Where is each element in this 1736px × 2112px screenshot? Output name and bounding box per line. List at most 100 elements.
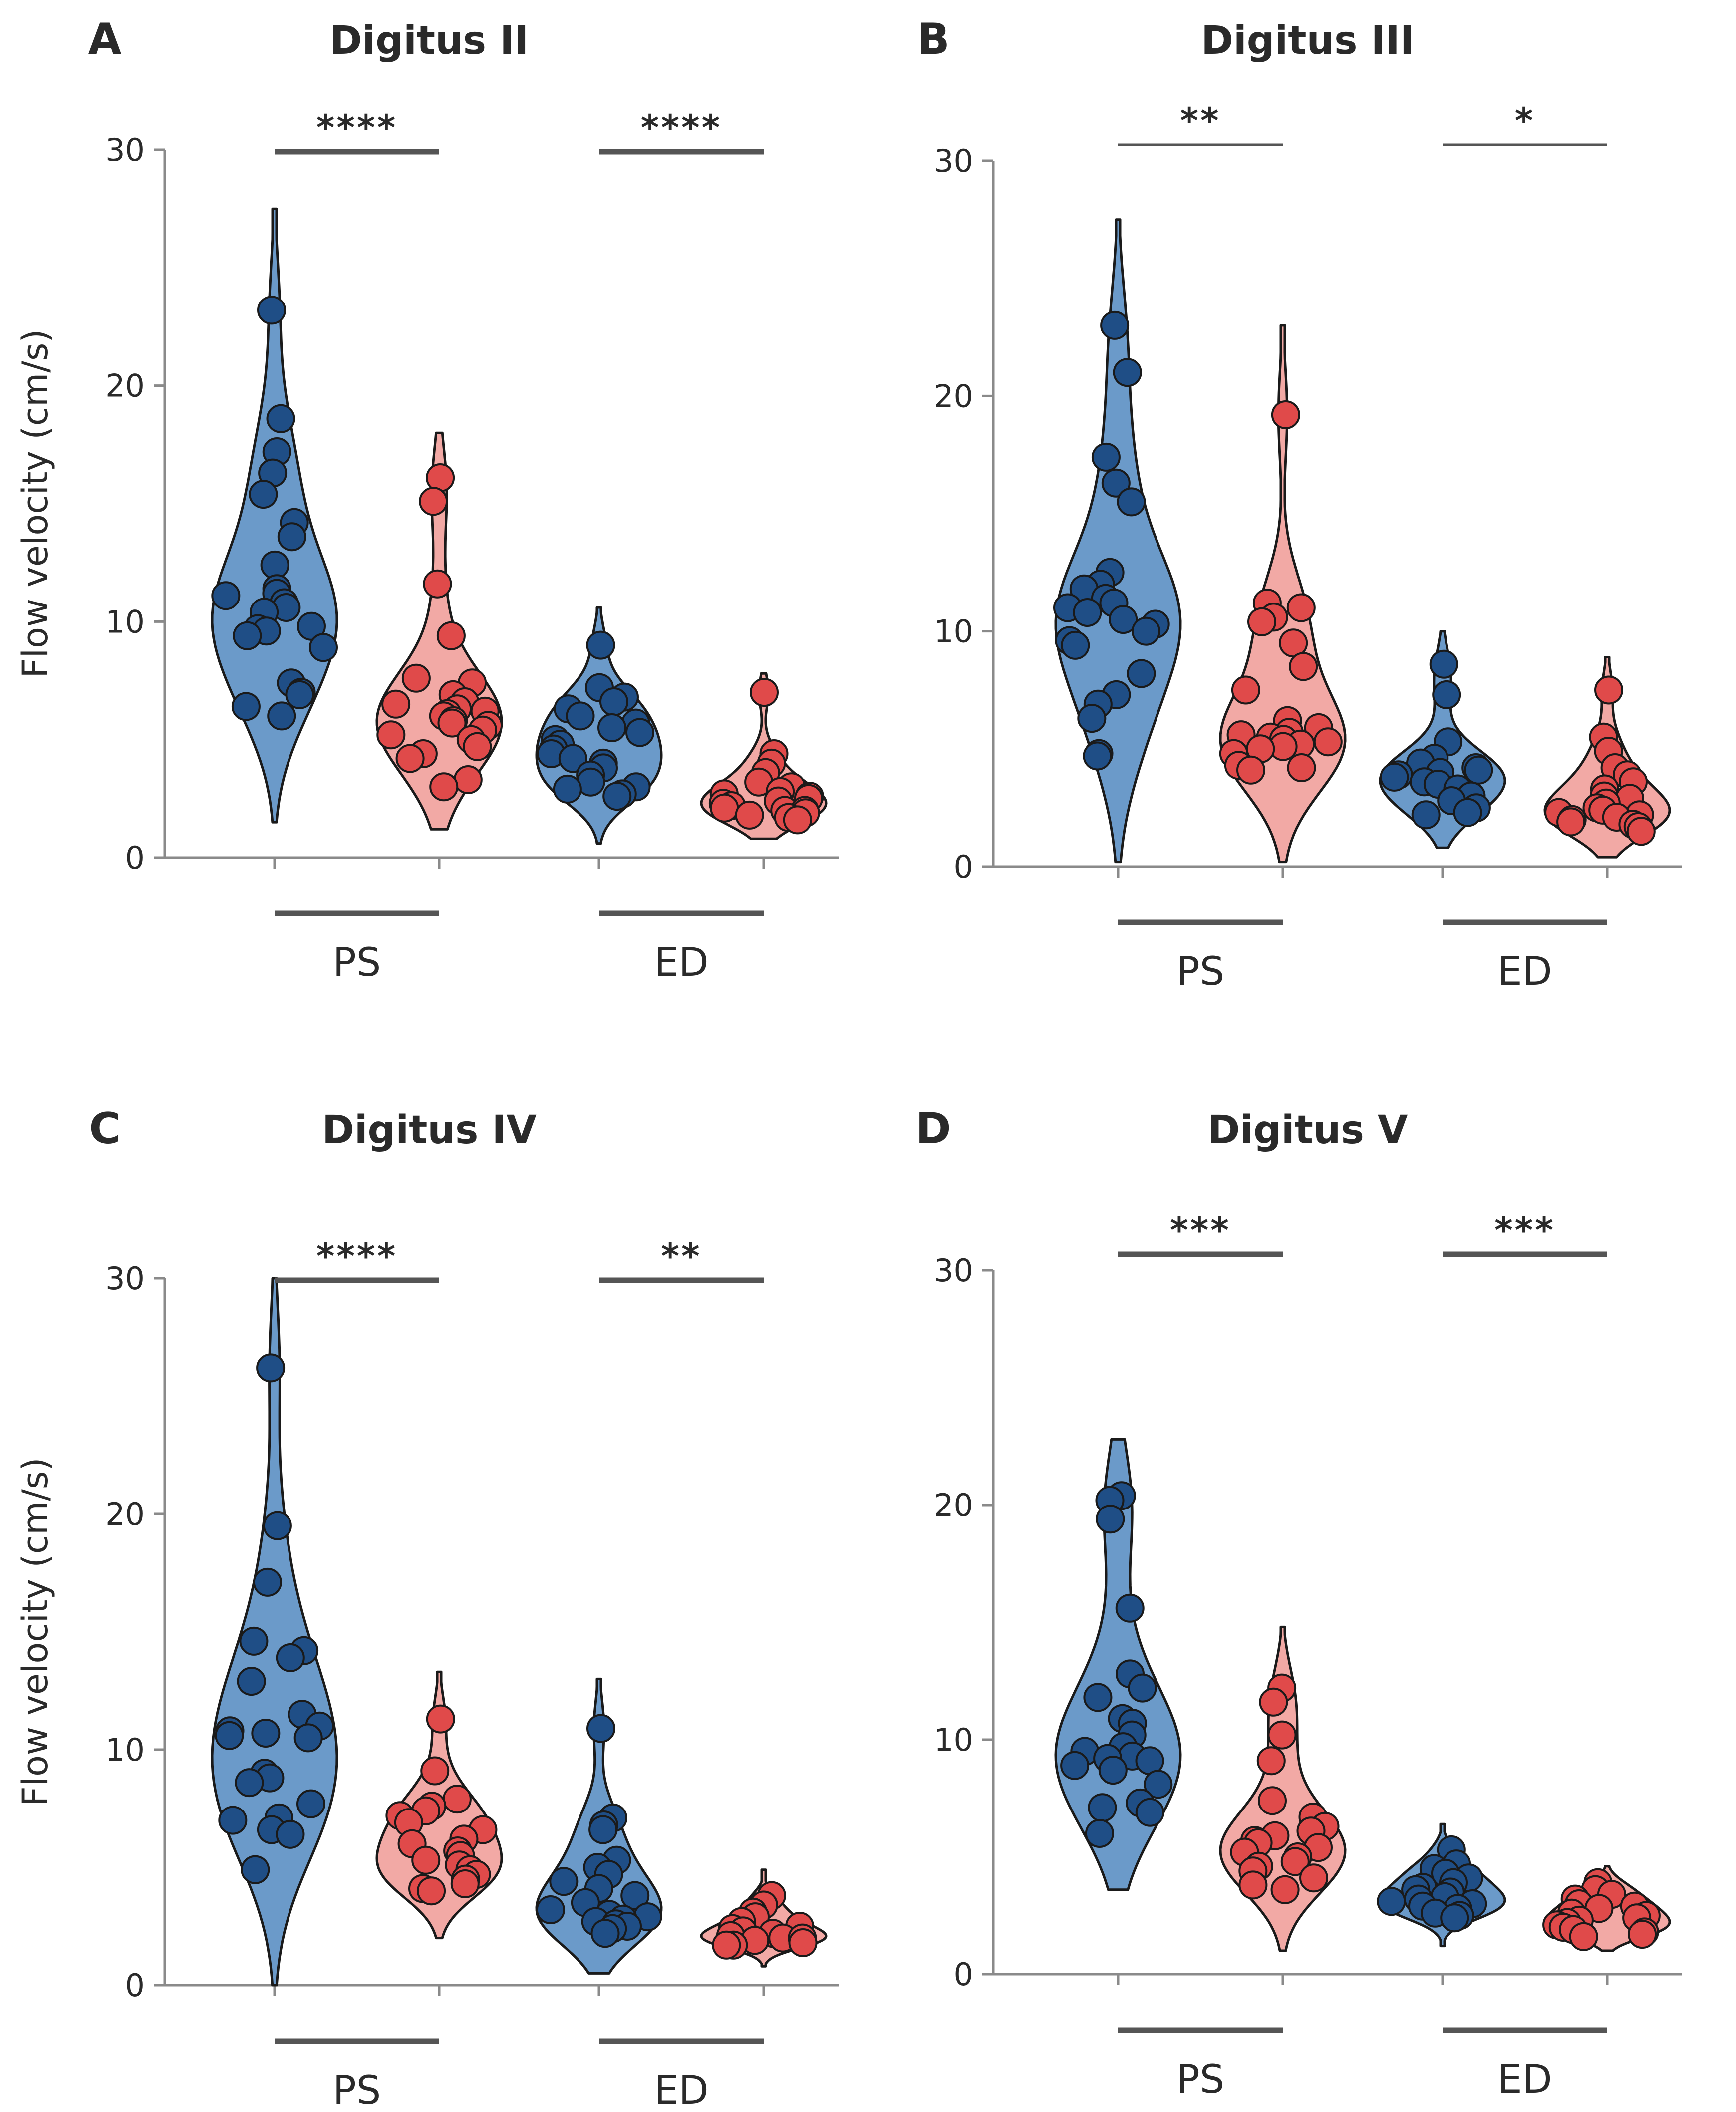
data-point-red (401, 663, 431, 693)
data-point-blue (1432, 680, 1461, 709)
data-point-blue (1091, 442, 1121, 472)
data-point-red (1556, 807, 1586, 837)
y-tick-label: 20 (934, 378, 973, 414)
y-axis-label: Flow velocity (cm/s) (15, 329, 56, 678)
panel-letter: D (915, 1104, 951, 1154)
data-point-blue (1083, 741, 1112, 771)
data-point-blue (586, 630, 615, 660)
y-axis-label: Flow velocity (cm/s) (15, 1457, 56, 1806)
data-point-blue (309, 633, 338, 662)
data-point-red (429, 772, 459, 802)
chart-title: Digitus II (330, 18, 529, 63)
data-point-blue (1429, 649, 1458, 679)
data-point-blue (1377, 1887, 1406, 1916)
chart-title: Digitus IV (322, 1108, 537, 1153)
panel-letter: A (88, 14, 122, 64)
data-point-blue (256, 1353, 286, 1383)
data-point-red (423, 569, 452, 599)
data-point-blue (1411, 800, 1441, 830)
data-point-blue (249, 480, 278, 509)
y-tick-label: 10 (105, 1732, 145, 1768)
y-tick-label: 30 (105, 132, 145, 168)
chart-panel-c: C Digitus IV 0 10 20 30 Flow velocity (cm/s) **… (15, 1104, 839, 2112)
data-point-blue (263, 1511, 292, 1540)
data-point-red (1594, 675, 1623, 705)
data-point-red (436, 621, 466, 650)
group-label: ED (1497, 2057, 1552, 2102)
data-point-red (437, 708, 467, 738)
data-point-red (1271, 400, 1300, 429)
data-point-red (420, 1756, 450, 1786)
data-point-blue (257, 296, 286, 325)
group-label: ED (1497, 949, 1552, 994)
y-tick-label: 10 (934, 613, 973, 650)
data-point-red (453, 765, 483, 794)
y-tick-label: 10 (105, 603, 145, 640)
data-point-red (395, 744, 425, 773)
group-label: PS (1176, 2057, 1225, 2102)
y-tick-label: 20 (934, 1487, 973, 1523)
data-point-red (1238, 1870, 1268, 1900)
data-point-blue (1109, 605, 1138, 634)
data-point-blue (1128, 1673, 1157, 1703)
data-point-blue (1453, 798, 1482, 827)
chart-panel-d: D Digitus V 0 10 20 30 *** *** PS ED (915, 1104, 1682, 2102)
data-point-blue (1096, 1505, 1125, 1534)
data-point-red (783, 805, 812, 835)
data-point-red (1628, 1920, 1657, 1949)
violin-blue (211, 207, 338, 824)
data-point-blue (536, 1895, 565, 1924)
violin-blue (211, 1277, 338, 1987)
data-point-red (411, 1845, 441, 1875)
panel-letter: B (917, 14, 950, 64)
data-point-blue (1127, 659, 1156, 688)
data-point-blue (231, 692, 261, 721)
data-point-blue (239, 1626, 269, 1656)
data-point-red (712, 1930, 741, 1960)
data-point-blue (293, 1723, 323, 1753)
data-point-red (442, 1785, 472, 1814)
data-point-red (1289, 652, 1318, 681)
group-label: PS (1176, 949, 1225, 994)
data-point-red (1231, 675, 1260, 705)
data-point-blue (215, 1721, 244, 1750)
y-tick-label: 0 (125, 1967, 145, 2004)
data-point-red (1286, 593, 1316, 622)
data-point-blue (296, 1789, 325, 1818)
data-point-red (1247, 607, 1276, 636)
data-point-blue (1060, 1751, 1090, 1780)
data-point-red (750, 678, 779, 707)
data-point-blue (1113, 358, 1142, 387)
data-point-red (1270, 1875, 1300, 1904)
data-point-blue (266, 404, 295, 433)
chart-panel-a: A Digitus II 0 10 20 30 Flow velocity (cm/s) **… (15, 14, 839, 985)
data-point-blue (1131, 616, 1160, 646)
data-point-blue (1464, 755, 1493, 785)
data-point-blue (558, 744, 587, 773)
data-point-blue (1088, 1793, 1117, 1822)
data-point-blue (1085, 1819, 1114, 1848)
y-tick-label: 20 (105, 1496, 145, 1532)
data-point-red (1259, 1687, 1288, 1717)
y-tick-label: 20 (105, 368, 145, 404)
data-point-blue (549, 1867, 579, 1896)
data-point-blue (1135, 1798, 1164, 1827)
data-point-blue (620, 1881, 650, 1910)
data-point-red (463, 732, 492, 761)
data-point-red (1313, 727, 1343, 757)
data-point-blue (588, 1815, 618, 1844)
data-point-red (1287, 753, 1316, 782)
data-point-red (1256, 1746, 1286, 1776)
data-point-blue (1077, 704, 1107, 733)
group-label: ED (654, 940, 708, 985)
data-point-blue (253, 1567, 282, 1597)
data-point-red (419, 487, 448, 516)
data-point-blue (218, 1806, 248, 1835)
significance-label: *** (1170, 1210, 1231, 1251)
y-tick-label: 30 (934, 1252, 973, 1289)
data-point-blue (1101, 468, 1131, 498)
y-tick-label: 30 (934, 143, 973, 179)
data-point-blue (586, 1714, 615, 1743)
